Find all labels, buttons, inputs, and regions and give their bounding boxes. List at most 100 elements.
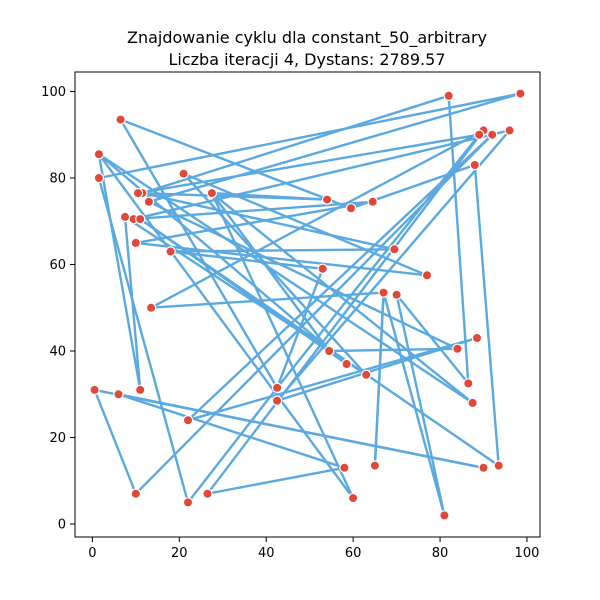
y-tick-label: 100 — [41, 85, 66, 100]
tour-segment — [206, 466, 346, 495]
tour-segment — [97, 152, 355, 500]
city-point — [474, 129, 485, 140]
city-point — [467, 397, 478, 409]
city-point — [321, 194, 333, 205]
tour-segment — [149, 129, 485, 309]
y-tick-label: 0 — [58, 518, 66, 533]
tour-segment — [373, 291, 385, 467]
city-point — [119, 211, 131, 223]
city-point — [93, 172, 105, 184]
tour-points — [89, 88, 526, 521]
city-point — [347, 492, 359, 504]
city-point — [487, 129, 498, 140]
tour-segment — [182, 172, 368, 376]
tour-segment — [169, 250, 324, 270]
tour-segment — [473, 163, 500, 467]
city-point — [145, 302, 157, 313]
city-point — [463, 378, 474, 389]
city-point — [452, 343, 463, 354]
tour-segment — [117, 393, 346, 469]
y-tick-label: 20 — [49, 431, 66, 446]
city-point — [324, 345, 335, 357]
city-point — [391, 289, 402, 300]
tour-segment — [141, 191, 396, 251]
city-point — [439, 510, 450, 521]
city-point — [389, 244, 400, 255]
tour-segment — [136, 191, 329, 201]
tour-segment — [93, 388, 138, 495]
city-point — [130, 237, 141, 249]
tour-segment — [134, 133, 494, 495]
city-point — [421, 270, 433, 281]
tour-segment — [134, 200, 374, 245]
city-point — [113, 389, 124, 400]
city-point — [504, 125, 515, 136]
x-axis: 0 20 40 60 80 100 — [88, 537, 539, 561]
tour-segment — [275, 133, 481, 389]
x-tick-label: 40 — [258, 546, 275, 561]
tour-segment — [136, 133, 481, 195]
tour-segment — [97, 176, 190, 504]
tour-segment — [395, 293, 446, 517]
y-tick-label: 60 — [49, 258, 66, 273]
chart-title-line-2: Liczba iteracji 4, Dystans: 2789.57 — [169, 50, 446, 69]
tour-segment — [382, 291, 446, 517]
plot-frame — [74, 71, 541, 538]
tour-segment — [186, 386, 279, 504]
city-point — [182, 497, 194, 508]
city-point — [378, 287, 389, 298]
tour-segment — [182, 172, 429, 277]
city-point — [134, 213, 146, 225]
tour-segment — [97, 152, 474, 405]
x-tick-label: 80 — [432, 546, 449, 561]
city-point — [89, 384, 100, 396]
tour-segment — [275, 129, 511, 402]
city-point — [178, 168, 189, 179]
x-tick-label: 60 — [345, 546, 362, 561]
tour-segment — [138, 217, 500, 467]
city-point — [361, 369, 372, 380]
city-point — [478, 462, 489, 473]
y-tick-label: 40 — [49, 345, 66, 360]
city-point — [130, 488, 141, 499]
city-point — [132, 187, 144, 199]
city-point — [165, 246, 176, 257]
tour-segment — [119, 118, 279, 389]
city-point — [317, 263, 328, 274]
y-tick-label: 80 — [49, 171, 66, 186]
city-point — [182, 415, 194, 426]
city-point — [469, 159, 480, 171]
city-point — [345, 203, 357, 214]
city-point — [115, 114, 126, 125]
y-axis: 0 20 40 60 80 100 — [41, 85, 75, 533]
tour-path — [93, 92, 522, 517]
tour-segment — [97, 92, 522, 180]
city-point — [493, 460, 504, 471]
x-tick-label: 20 — [171, 546, 188, 561]
city-point — [515, 88, 526, 99]
city-point — [202, 488, 213, 499]
city-point — [93, 148, 105, 160]
city-point — [369, 460, 381, 471]
city-point — [443, 90, 454, 102]
tour-segment — [395, 293, 470, 385]
city-point — [271, 395, 283, 406]
x-tick-label: 100 — [515, 546, 540, 561]
tour-segment — [210, 191, 474, 405]
tour-segment — [210, 191, 331, 353]
tour-segment — [147, 200, 459, 350]
tour-segment — [93, 388, 485, 469]
city-point — [271, 382, 283, 393]
chart-title-line-1: Znajdowanie cyklu dla constant_50_arbitr… — [127, 28, 487, 48]
tour-segment — [147, 92, 522, 204]
city-point — [339, 462, 350, 473]
city-point — [134, 384, 146, 396]
city-point — [341, 358, 352, 370]
tour-segment — [186, 336, 479, 422]
city-point — [367, 196, 378, 207]
city-point — [471, 332, 483, 344]
city-point — [206, 187, 218, 199]
city-point — [143, 196, 155, 207]
tour-segment — [119, 118, 353, 210]
